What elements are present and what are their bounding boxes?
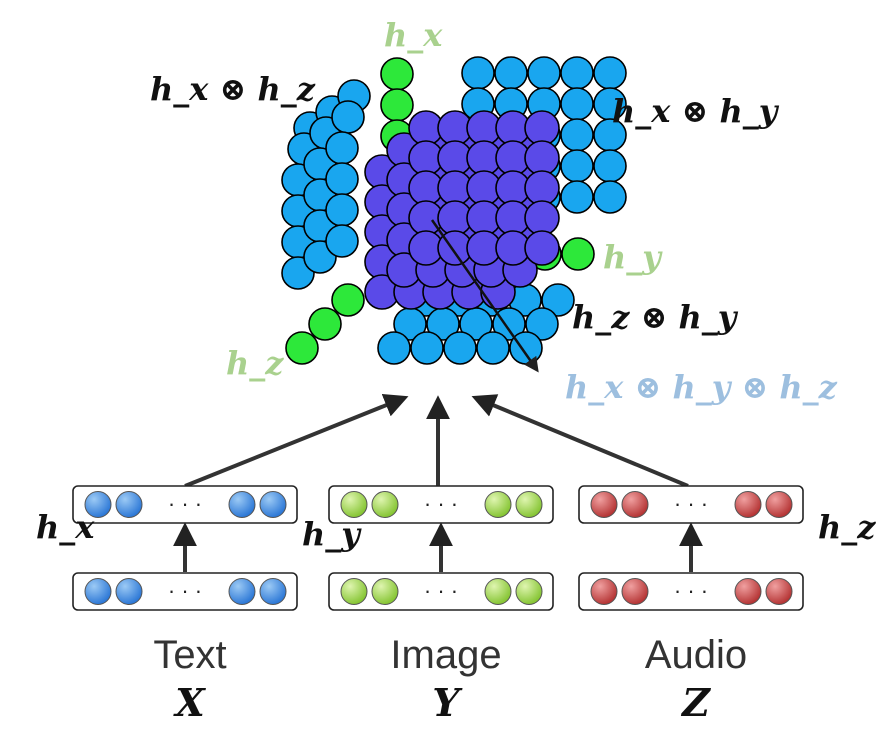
tensor-cell — [527, 56, 561, 90]
trimodal-cube — [364, 110, 560, 310]
ellipsis: · · · — [674, 578, 708, 603]
vector-element — [765, 491, 793, 518]
tensor-cell — [525, 307, 559, 341]
vector-element — [484, 491, 512, 518]
tensor-cell — [494, 56, 528, 90]
vector-element — [371, 578, 399, 605]
trimodal-cell — [524, 140, 560, 176]
bimodal-xz-face — [281, 79, 371, 290]
arrow-audio-to-cube — [471, 394, 689, 488]
tensor-cell — [377, 331, 411, 365]
trimodal-cell — [524, 230, 560, 266]
tensor-cell — [325, 131, 359, 165]
vector-element — [590, 578, 618, 605]
hz-element — [308, 307, 342, 341]
tensor-cell — [593, 149, 627, 183]
vector-element — [115, 491, 143, 518]
hy-element — [561, 237, 595, 271]
vector-element — [734, 491, 762, 518]
hx-element — [380, 57, 414, 91]
tensor-cell — [461, 56, 495, 90]
trimodal-cell — [524, 170, 560, 206]
tensor-cell — [560, 56, 594, 90]
tensor-cell — [560, 87, 594, 121]
unimodal-hz-vector — [285, 283, 365, 365]
hz-element — [285, 331, 319, 365]
modality-name: Audio — [645, 633, 747, 677]
tensor-cell — [560, 180, 594, 214]
vector-element — [84, 578, 112, 605]
tensor-cell — [492, 307, 526, 341]
tensor-cell — [560, 118, 594, 152]
ellipsis: · · · — [424, 578, 458, 603]
trimodal-cell — [524, 200, 560, 236]
modality-name: Text — [153, 633, 226, 677]
modality-name: Image — [390, 633, 501, 677]
ellipsis: · · · — [674, 491, 708, 516]
vector-element — [84, 491, 112, 518]
vector-element — [228, 491, 256, 518]
label-hx-green: h_x — [384, 16, 443, 54]
tensor-cell — [325, 162, 359, 196]
tensor-cell — [593, 180, 627, 214]
vector-element — [259, 578, 287, 605]
trimodal-cell — [524, 110, 560, 146]
label-triple-product: h_x ⊗ h_y ⊗ h_z — [565, 368, 838, 406]
label-hy-green: h_y — [603, 238, 663, 276]
hidden-label: h_x — [36, 508, 95, 546]
tensor-cell — [541, 283, 575, 317]
hz-element — [331, 283, 365, 317]
vector-element — [259, 491, 287, 518]
modality-symbol: X — [173, 680, 206, 725]
tensor-cell — [325, 224, 359, 258]
vector-element — [590, 491, 618, 518]
tensor-cell — [476, 331, 510, 365]
tensor-cell — [593, 56, 627, 90]
vector-element — [484, 578, 512, 605]
vector-element — [340, 578, 368, 605]
hidden-label: h_y — [302, 515, 362, 553]
vector-element — [734, 578, 762, 605]
vector-element — [371, 491, 399, 518]
tensor-cell — [410, 331, 444, 365]
modality-symbol: Y — [432, 680, 463, 725]
ellipsis: · · · — [424, 491, 458, 516]
vector-element — [765, 578, 793, 605]
label-hz-hy: h_z ⊗ h_y — [572, 298, 739, 336]
vector-element — [115, 578, 143, 605]
tensor-cell — [443, 331, 477, 365]
vector-element — [515, 491, 543, 518]
vector-element — [515, 578, 543, 605]
vector-element — [228, 578, 256, 605]
vector-element — [340, 491, 368, 518]
cube-diagonal-arrow — [430, 219, 539, 373]
tensor-cell — [331, 100, 365, 134]
tensor-cell — [325, 193, 359, 227]
hx-element — [380, 88, 414, 122]
modality-symbol: Z — [680, 680, 711, 725]
label-hx-hy: h_x ⊗ h_y — [612, 92, 780, 130]
vector-element — [621, 578, 649, 605]
tensor-cell — [560, 149, 594, 183]
label-hx-hz: h_x ⊗ h_z — [150, 70, 316, 108]
hidden-label: h_z — [818, 508, 876, 546]
ellipsis: · · · — [168, 491, 202, 516]
vector-element — [621, 491, 649, 518]
label-hz-green: h_z — [226, 344, 284, 382]
ellipsis: · · · — [168, 578, 202, 603]
arrow-text-to-cube — [184, 394, 409, 488]
